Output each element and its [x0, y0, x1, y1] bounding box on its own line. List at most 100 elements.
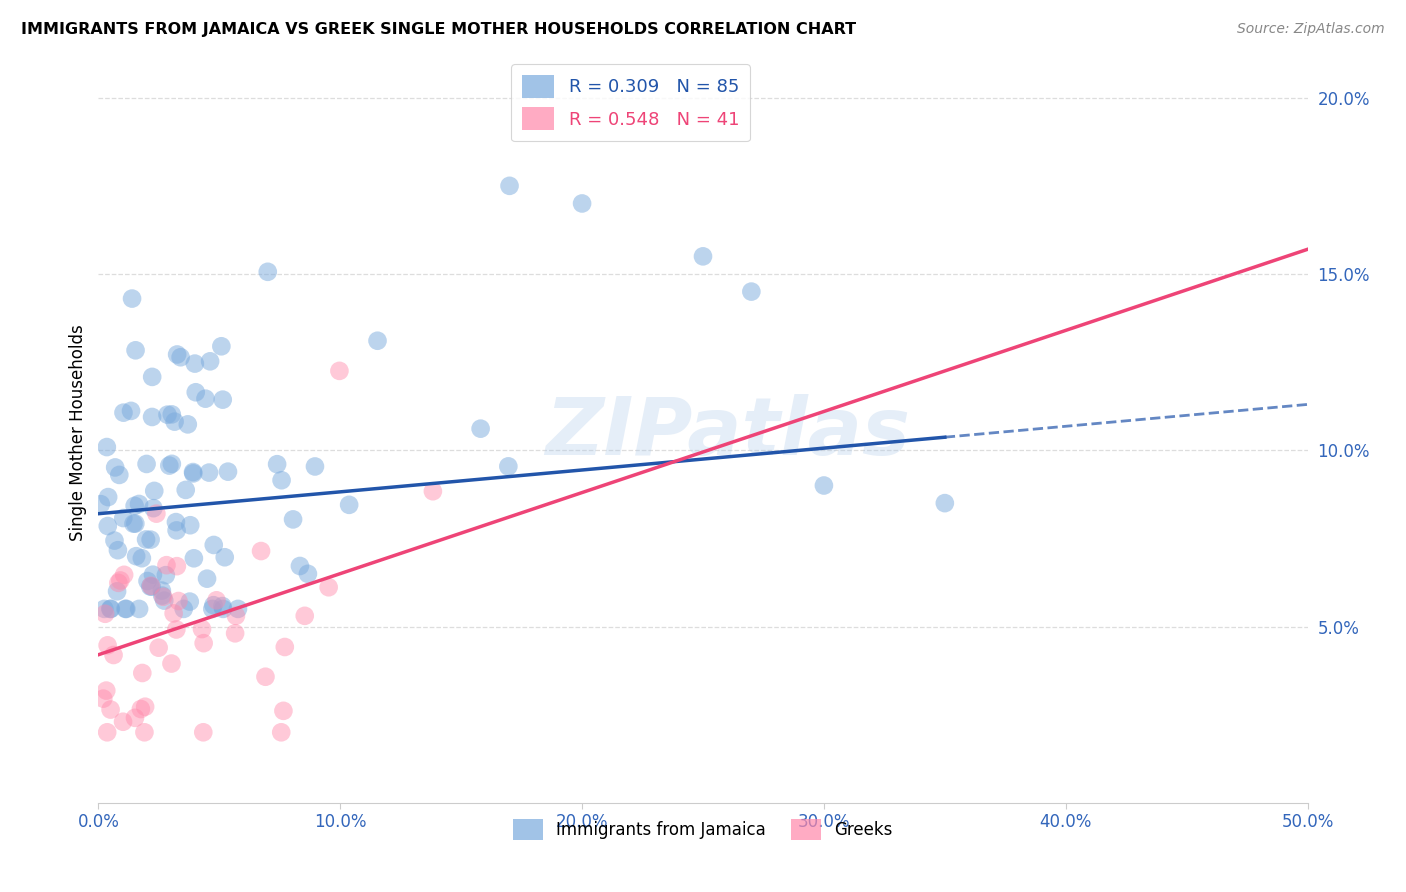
Point	[142, 501, 165, 516]
Point	[160, 657, 183, 671]
Point	[90, 497, 112, 511]
Point	[212, 602, 235, 616]
Point	[692, 249, 714, 263]
Point	[148, 640, 170, 655]
Point	[183, 551, 205, 566]
Point	[97, 519, 120, 533]
Point	[166, 559, 188, 574]
Point	[281, 512, 304, 526]
Point	[337, 498, 360, 512]
Point	[128, 497, 150, 511]
Point	[254, 670, 277, 684]
Point	[193, 725, 215, 739]
Point	[304, 459, 326, 474]
Point	[193, 636, 215, 650]
Point	[134, 725, 156, 739]
Point	[224, 626, 246, 640]
Point	[96, 440, 118, 454]
Point	[131, 551, 153, 566]
Point	[217, 465, 239, 479]
Point	[270, 725, 292, 739]
Point	[179, 594, 201, 608]
Text: IMMIGRANTS FROM JAMAICA VS GREEK SINGLE MOTHER HOUSEHOLDS CORRELATION CHART: IMMIGRANTS FROM JAMAICA VS GREEK SINGLE …	[21, 22, 856, 37]
Point	[160, 457, 183, 471]
Point	[153, 593, 176, 607]
Point	[135, 457, 157, 471]
Point	[141, 409, 163, 424]
Point	[498, 178, 520, 193]
Point	[184, 385, 207, 400]
Point	[934, 496, 956, 510]
Point	[191, 622, 214, 636]
Point	[194, 392, 217, 406]
Point	[198, 354, 221, 368]
Point	[104, 460, 127, 475]
Point	[813, 478, 835, 492]
Point	[266, 457, 288, 471]
Point	[256, 265, 278, 279]
Point	[107, 575, 129, 590]
Point	[100, 602, 122, 616]
Point	[367, 334, 389, 348]
Point	[169, 350, 191, 364]
Point	[125, 549, 148, 564]
Point	[100, 702, 122, 716]
Point	[202, 538, 225, 552]
Point	[470, 422, 492, 436]
Point	[274, 640, 297, 654]
Point	[145, 507, 167, 521]
Point	[96, 725, 118, 739]
Point	[167, 594, 190, 608]
Point	[152, 590, 174, 604]
Point	[143, 483, 166, 498]
Text: ZIPatlas: ZIPatlas	[544, 393, 910, 472]
Point	[181, 465, 204, 479]
Text: Source: ZipAtlas.com: Source: ZipAtlas.com	[1237, 22, 1385, 37]
Point	[139, 579, 162, 593]
Point	[328, 364, 350, 378]
Point	[166, 347, 188, 361]
Point	[174, 483, 197, 497]
Point	[155, 558, 177, 573]
Point	[110, 574, 132, 588]
Point	[96, 683, 118, 698]
Point	[139, 533, 162, 547]
Point	[98, 602, 121, 616]
Point	[211, 392, 233, 407]
Point	[135, 533, 157, 547]
Point	[198, 466, 221, 480]
Point	[97, 638, 120, 652]
Point	[134, 699, 156, 714]
Point	[184, 357, 207, 371]
Point	[105, 584, 128, 599]
Point	[177, 417, 200, 432]
Point	[156, 408, 179, 422]
Point	[165, 623, 187, 637]
Point	[160, 408, 183, 422]
Point	[150, 589, 173, 603]
Point	[498, 459, 520, 474]
Point	[179, 518, 201, 533]
Point	[225, 608, 247, 623]
Point	[124, 711, 146, 725]
Point	[155, 568, 177, 582]
Point	[173, 602, 195, 616]
Legend: Immigrants from Jamaica, Greeks: Immigrants from Jamaica, Greeks	[506, 813, 900, 847]
Point	[201, 602, 224, 616]
Point	[122, 516, 145, 531]
Point	[93, 602, 115, 616]
Point	[141, 370, 163, 384]
Point	[112, 406, 135, 420]
Point	[128, 602, 150, 616]
Point	[157, 458, 180, 473]
Point	[115, 602, 138, 616]
Point	[162, 607, 184, 621]
Point	[294, 608, 316, 623]
Point	[202, 598, 225, 612]
Point	[107, 543, 129, 558]
Point	[571, 196, 593, 211]
Point	[94, 607, 117, 621]
Point	[297, 566, 319, 581]
Point	[226, 602, 249, 616]
Point	[318, 580, 340, 594]
